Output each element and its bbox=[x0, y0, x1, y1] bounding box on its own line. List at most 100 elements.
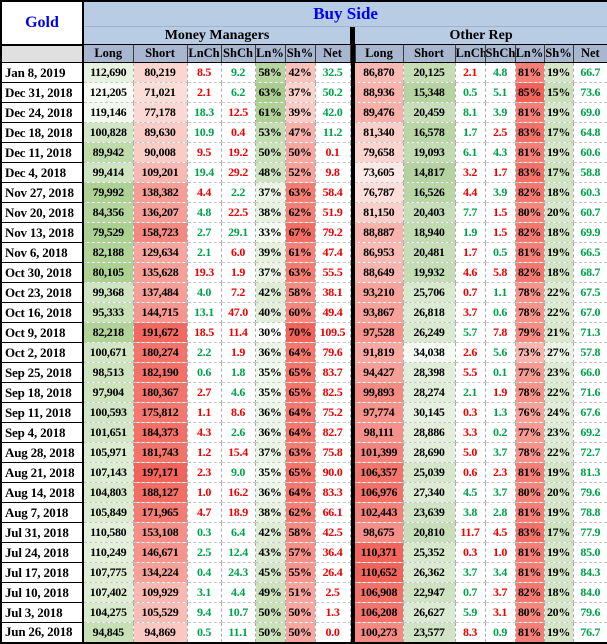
or-long-cell: 106,908 bbox=[355, 582, 404, 603]
mm-sh-pct-cell: 60% bbox=[285, 302, 316, 323]
mm-long-cell: 110,249 bbox=[83, 542, 134, 563]
or-sh-pct-cell: 20% bbox=[544, 202, 574, 223]
or-shch-cell: 0.1 bbox=[485, 362, 516, 383]
section-divider bbox=[350, 422, 355, 443]
or-short-cell: 14,817 bbox=[403, 162, 456, 183]
or-lnch-cell: 6.1 bbox=[455, 142, 486, 163]
or-sh-pct-cell: 18% bbox=[544, 582, 574, 603]
mm-sh-pct-cell: 52% bbox=[285, 162, 316, 183]
or-long-cell: 98,111 bbox=[355, 422, 404, 443]
mm-ln-pct-cell: 49% bbox=[255, 582, 286, 603]
mm-long-cell: 107,402 bbox=[83, 582, 134, 603]
table-row: Nov 6, 2018 82,188 129,634 2.1 6.0 39% 61% 47.4… bbox=[0, 242, 607, 263]
or-lnch-cell: 3.7 bbox=[455, 302, 486, 323]
mm-net-cell: 49.4 bbox=[315, 302, 351, 323]
or-lnch-cell: 3.8 bbox=[455, 502, 486, 523]
section-divider bbox=[350, 282, 355, 303]
or-shch-cell: 1.9 bbox=[485, 382, 516, 403]
mm-ln-pct-cell: 36% bbox=[255, 342, 286, 363]
mm-long-cell: 79,529 bbox=[83, 222, 134, 243]
mm-short-cell: 181,743 bbox=[133, 442, 188, 463]
mm-short-cell: 77,178 bbox=[133, 102, 188, 123]
section-divider bbox=[350, 542, 355, 563]
table-row: Nov 13, 2018 79,529 158,723 2.7 29.1 33% 67% 79… bbox=[0, 222, 607, 243]
mm-short-cell: 197,171 bbox=[133, 462, 188, 483]
or-short-cell: 16,578 bbox=[403, 122, 456, 143]
or-short-cell: 28,274 bbox=[403, 382, 456, 403]
table-row: Oct 30, 2018 80,105 135,628 19.3 1.9 37% 63% 55… bbox=[0, 262, 607, 283]
or-sh-pct-cell: 27% bbox=[544, 342, 574, 363]
mm-lnch-cell: 9.4 bbox=[187, 602, 222, 623]
or-ln-pct-cell: 81% bbox=[515, 62, 545, 83]
or-net-cell: 64.8 bbox=[573, 122, 607, 143]
mm-net-cell: 55.5 bbox=[315, 262, 351, 283]
mm-shch-cell: 9.2 bbox=[221, 62, 256, 83]
or-shch-cell: 3.9 bbox=[485, 102, 516, 123]
or-short-cell: 16,526 bbox=[403, 182, 456, 203]
mm-lnch-cell: 0.3 bbox=[187, 522, 222, 543]
or-ln-pct-cell: 81% bbox=[515, 542, 545, 563]
mm-lnch-cell: 18.5 bbox=[187, 322, 222, 343]
date-cell: Aug 28, 2018 bbox=[0, 442, 84, 463]
mm-net-cell: 42.5 bbox=[315, 522, 351, 543]
section-divider bbox=[350, 202, 355, 223]
or-ln-pct-cell: 78% bbox=[515, 442, 545, 463]
mm-long-cell: 110,580 bbox=[83, 522, 134, 543]
or-lnch-cell: 0.7 bbox=[455, 582, 486, 603]
or-short-cell: 20,810 bbox=[403, 522, 456, 543]
or-sh-pct-cell: 20% bbox=[544, 602, 574, 623]
mm-long-cell: 99,368 bbox=[83, 282, 134, 303]
or-lnch-cell: 1.9 bbox=[455, 222, 486, 243]
mm-ln-pct-cell: 42% bbox=[255, 282, 286, 303]
or-short-cell: 19,932 bbox=[403, 262, 456, 283]
or-net-cell: 73.6 bbox=[573, 82, 607, 103]
mm-long-cell: 101,651 bbox=[83, 422, 134, 443]
mm-short-cell: 94,869 bbox=[133, 622, 188, 643]
table-row: Dec 18, 2018 100,828 89,630 10.9 0.4 53% 47% 11… bbox=[0, 122, 607, 143]
mm-net-cell: 0.0 bbox=[315, 622, 351, 643]
date-cell: Sep 4, 2018 bbox=[0, 422, 84, 443]
or-net-cell: 67.0 bbox=[573, 302, 607, 323]
mm-short-cell: 134,224 bbox=[133, 562, 188, 583]
or-long-cell: 81,340 bbox=[355, 122, 404, 143]
mm-col-header-ln-pct: Ln% bbox=[254, 44, 286, 63]
date-cell: Jul 24, 2018 bbox=[0, 542, 84, 563]
or-short-cell: 19,093 bbox=[403, 142, 456, 163]
or-long-cell: 93,867 bbox=[355, 302, 404, 323]
mm-short-cell: 135,628 bbox=[133, 262, 188, 283]
or-sh-pct-cell: 23% bbox=[544, 362, 574, 383]
mm-long-cell: 79,992 bbox=[83, 182, 134, 203]
section-divider bbox=[350, 462, 355, 483]
date-cell: Oct 2, 2018 bbox=[0, 342, 84, 363]
or-long-cell: 106,976 bbox=[355, 482, 404, 503]
mm-long-cell: 100,671 bbox=[83, 342, 134, 363]
or-long-cell: 81,150 bbox=[355, 202, 404, 223]
mm-long-cell: 104,803 bbox=[83, 482, 134, 503]
section-divider bbox=[350, 342, 355, 363]
mm-short-cell: 182,190 bbox=[133, 362, 188, 383]
table-row: Sep 18, 2018 97,904 180,367 2.7 4.6 35% 65% 82.… bbox=[0, 382, 607, 403]
mm-sh-pct-cell: 37% bbox=[285, 82, 316, 103]
or-lnch-cell: 5.5 bbox=[455, 362, 486, 383]
section-divider bbox=[350, 382, 355, 403]
table-row: Sep 11, 2018 100,593 175,812 1.1 8.6 36% 64% 75… bbox=[0, 402, 607, 423]
date-cell: Oct 9, 2018 bbox=[0, 322, 84, 343]
mm-short-cell: 191,672 bbox=[133, 322, 188, 343]
or-long-cell: 94,427 bbox=[355, 362, 404, 383]
mm-shch-cell: 6.0 bbox=[221, 242, 256, 263]
or-lnch-cell: 5.0 bbox=[455, 442, 486, 463]
date-cell: Jul 31, 2018 bbox=[0, 522, 84, 543]
mm-long-cell: 105,971 bbox=[83, 442, 134, 463]
or-shch-cell: 0.6 bbox=[485, 302, 516, 323]
or-sh-pct-cell: 19% bbox=[544, 462, 574, 483]
or-net-cell: 68.7 bbox=[573, 262, 607, 283]
section-divider bbox=[350, 522, 355, 543]
or-shch-cell: 5.1 bbox=[485, 82, 516, 103]
or-lnch-cell: 8.3 bbox=[455, 622, 486, 643]
mm-net-cell: 82.5 bbox=[315, 382, 351, 403]
mm-ln-pct-cell: 36% bbox=[255, 422, 286, 443]
mm-sh-pct-cell: 64% bbox=[285, 422, 316, 443]
mm-col-header-lnch: LnCh bbox=[186, 44, 222, 63]
section-divider bbox=[350, 262, 355, 283]
or-long-cell: 106,357 bbox=[355, 462, 404, 483]
